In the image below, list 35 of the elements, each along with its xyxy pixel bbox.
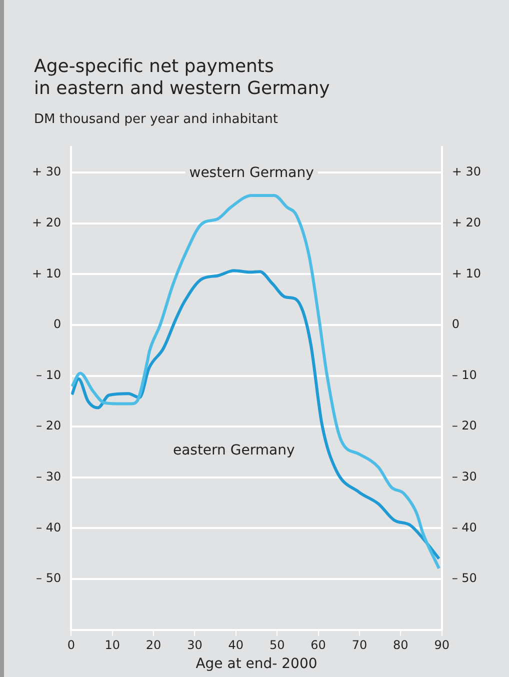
y2-tick-label: – 20 xyxy=(452,418,477,433)
y2-tick-label: – 30 xyxy=(452,470,477,484)
chart-title: Age-specific net payments in eastern and western Germany xyxy=(34,56,330,100)
y-tick-label: + 20 xyxy=(32,216,62,230)
y2-tick-label: + 10 xyxy=(452,266,481,280)
x-tick-label: 50 xyxy=(269,638,285,652)
x-tick-label: 10 xyxy=(104,638,120,652)
x-tick-label: 20 xyxy=(146,638,162,652)
x-tick-label: 30 xyxy=(187,638,202,652)
y-tick-label: – 10 xyxy=(36,368,62,382)
y-tick-label: – 30 xyxy=(36,470,62,484)
y-tick-label: – 50 xyxy=(36,571,62,586)
x-tick-label: 60 xyxy=(310,638,326,652)
y2-tick-label: – 50 xyxy=(452,571,477,586)
y2-tick-label: 0 xyxy=(452,317,460,332)
y2-tick-label: + 30 xyxy=(452,164,481,179)
y2-tick-label: + 20 xyxy=(452,216,481,230)
series-label: western Germany xyxy=(189,165,314,182)
x-tick-label: 70 xyxy=(352,638,368,652)
y2-tick-label: – 40 xyxy=(452,520,477,534)
x-tick-label: 0 xyxy=(67,638,75,652)
x-tick-label: 80 xyxy=(393,638,408,652)
y-tick-label: 0 xyxy=(54,317,62,332)
y2-tick-label: – 10 xyxy=(452,368,477,382)
x-axis-title: Age at end- 2000 xyxy=(196,656,318,672)
x-tick-label: 90 xyxy=(434,638,450,652)
y-tick-label: – 20 xyxy=(36,418,62,433)
y-tick-label: + 10 xyxy=(32,266,62,280)
y-tick-label: – 40 xyxy=(36,520,62,534)
y-tick-label: + 30 xyxy=(32,164,62,179)
line-series xyxy=(71,269,440,560)
chart-subtitle: DM thousand per year and inhabitant xyxy=(34,112,278,127)
line-series xyxy=(71,194,440,570)
x-tick-label: 40 xyxy=(228,638,244,652)
text: eastern Germany xyxy=(172,442,295,458)
